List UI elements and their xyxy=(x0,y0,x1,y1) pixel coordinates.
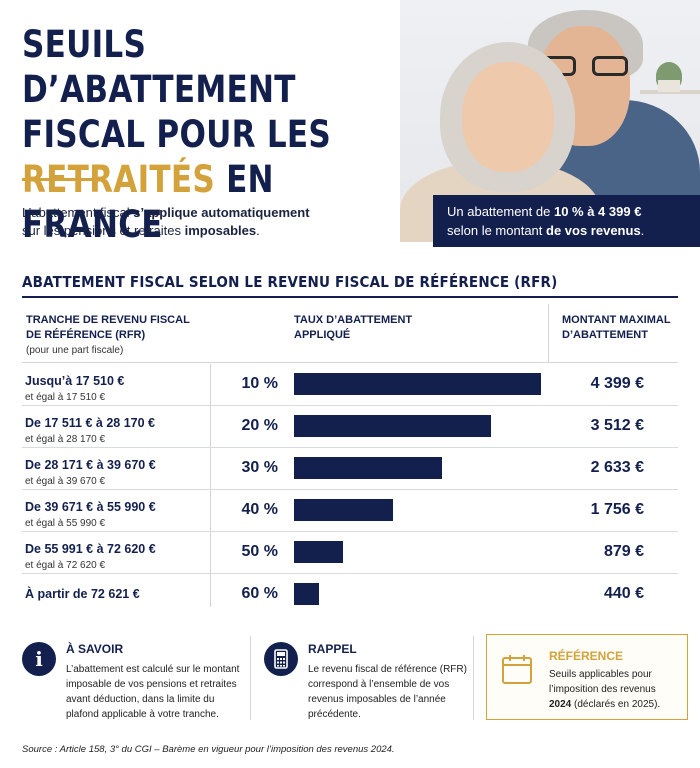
intro-part-1: L’abattement fiscal xyxy=(22,205,134,220)
amount-label: 3 512 € xyxy=(590,417,644,434)
info-divider-1 xyxy=(250,636,251,720)
header-rule xyxy=(22,362,678,363)
tranche-sublabel: et égal à 39 670 € xyxy=(25,476,106,487)
callout-end: . xyxy=(640,223,645,238)
bar xyxy=(294,457,442,479)
info-box-text: L’abattement est calculé sur le montant … xyxy=(66,664,240,720)
callout-bold-1: 10 % à 4 399 € xyxy=(553,204,642,219)
woman-face xyxy=(462,62,554,172)
intro-end: . xyxy=(256,223,260,238)
section-rule xyxy=(22,296,678,298)
page-title: SEUILS D’ABATTEMENT FISCAL POUR LES RETR… xyxy=(22,22,375,247)
photo-shelf xyxy=(640,90,700,94)
table-row: De 55 991 € à 72 620 € et égal à 72 620 €… xyxy=(22,532,678,574)
tranche-label: De 55 991 € à 72 620 € xyxy=(25,542,156,556)
rows-divider xyxy=(210,364,211,607)
rate-label: 10 % xyxy=(241,375,278,392)
tranche-label: À partir de 72 621 € xyxy=(25,587,140,601)
table-row: À partir de 72 621 € 60 % 440 € xyxy=(22,574,678,616)
rate-label: 20 % xyxy=(241,417,278,434)
bar xyxy=(294,499,393,521)
title-line-3: RETRAITÉS EN FRANCE xyxy=(22,157,375,247)
table-row: De 28 171 € à 39 670 € et égal à 39 670 €… xyxy=(22,448,678,490)
col2-line2: APPLIQUÉ xyxy=(294,329,351,341)
col1-line2: DE RÉFÉRENCE (RFR) xyxy=(26,329,146,341)
rate-label: 30 % xyxy=(241,459,278,476)
info-divider-2 xyxy=(473,636,474,720)
info-box-title: À SAVOIR xyxy=(66,642,124,656)
rate-label: 60 % xyxy=(241,585,278,602)
bar xyxy=(294,541,343,563)
title-line-2: FISCAL POUR LES xyxy=(22,113,332,156)
col3-line1: MONTANT MAXIMAL xyxy=(562,314,671,326)
info-box-text: Le revenu fiscal de référence (RFR) corr… xyxy=(308,664,467,720)
callout-part-1: Un abattement de xyxy=(447,204,554,219)
tranche-sublabel: et égal à 55 990 € xyxy=(25,518,106,529)
info-icon: i xyxy=(22,642,56,676)
rate-label: 40 % xyxy=(241,501,278,518)
tranche-label: De 17 511 € à 28 170 € xyxy=(25,416,155,430)
col1-sub: (pour une part fiscale) xyxy=(26,345,124,356)
title-line-3-rest: EN FRANCE xyxy=(22,158,274,246)
rate-label: 50 % xyxy=(241,543,278,560)
info-box-title: RAPPEL xyxy=(308,642,357,656)
title-line-1: SEUILS D’ABATTEMENT xyxy=(22,23,296,111)
bar xyxy=(294,583,319,605)
source-note: Source : Article 158, 3° du CGI – Barème… xyxy=(22,744,395,755)
reference-year: 2024 xyxy=(549,699,572,710)
calendar-icon xyxy=(502,655,532,684)
header-divider xyxy=(548,304,549,362)
column-header-tranche: TRANCHE DE REVENU FISCAL DE RÉFÉRENCE (R… xyxy=(26,313,226,358)
amount-label: 4 399 € xyxy=(590,375,644,392)
amount-label: 2 633 € xyxy=(590,459,644,476)
col1-line1: TRANCHE DE REVENU FISCAL xyxy=(26,314,190,326)
reference-box: RÉFÉRENCE Seuils applicables pour l’impo… xyxy=(486,634,688,720)
info-box-a-savoir: i À SAVOIR L’abattement est calculé sur … xyxy=(22,634,250,722)
table-row: De 17 511 € à 28 170 € et égal à 28 170 €… xyxy=(22,406,678,448)
reference-text: Seuils applicables pour l’imposition des… xyxy=(549,667,679,712)
bar xyxy=(294,415,491,437)
amount-label: 1 756 € xyxy=(590,501,644,518)
callout-banner: Un abattement de 10 % à 4 399 € selon le… xyxy=(433,195,700,247)
tranche-sublabel: et égal à 72 620 € xyxy=(25,560,106,571)
intro-bold-2: imposables xyxy=(184,223,257,238)
tranche-label: Jusqu’à 17 510 € xyxy=(25,374,125,388)
photo-pot xyxy=(658,80,680,92)
amount-label: 440 € xyxy=(603,585,644,602)
intro-text: L’abattement fiscal s’applique automatiq… xyxy=(22,204,352,240)
tranche-label: De 28 171 € à 39 670 € xyxy=(25,458,156,472)
table-row: De 39 671 € à 55 990 € et égal à 55 990 €… xyxy=(22,490,678,532)
title-underline xyxy=(22,178,94,181)
info-box-rappel: RAPPEL Le revenu fiscal de référence (RF… xyxy=(264,634,474,722)
intro-part-2: sur les pensions et retraites xyxy=(22,223,185,238)
bar xyxy=(294,373,541,395)
intro-bold-1: s’applique automatiquement xyxy=(133,205,310,220)
tranche-sublabel: et égal à 28 170 € xyxy=(25,434,106,445)
amount-label: 879 € xyxy=(603,543,644,560)
section-title: ABATTEMENT FISCAL SELON LE REVENU FISCAL… xyxy=(22,273,558,291)
table-row: Jusqu’à 17 510 € et égal à 17 510 € 10 % 4 … xyxy=(22,364,678,406)
col2-line1: TAUX D’ABATTEMENT xyxy=(294,314,413,326)
tranche-label: De 39 671 € à 55 990 € xyxy=(25,500,156,514)
tranche-sublabel: et égal à 17 510 € xyxy=(25,392,106,403)
reference-title: RÉFÉRENCE xyxy=(549,649,624,663)
reference-text-1: Seuils applicables pour l’imposition des… xyxy=(549,669,656,695)
column-header-taux: TAUX D’ABATTEMENT APPLIQUÉ xyxy=(294,313,494,343)
callout-part-2: selon le montant xyxy=(447,223,547,238)
calculator-icon xyxy=(264,642,298,676)
column-header-montant: MONTANT MAXIMAL D’ABATTEMENT xyxy=(562,313,682,343)
col3-line2: D’ABATTEMENT xyxy=(562,329,648,341)
callout-bold-2: de vos revenus xyxy=(546,223,641,238)
reference-text-2: (déclarés en 2025). xyxy=(571,699,661,710)
